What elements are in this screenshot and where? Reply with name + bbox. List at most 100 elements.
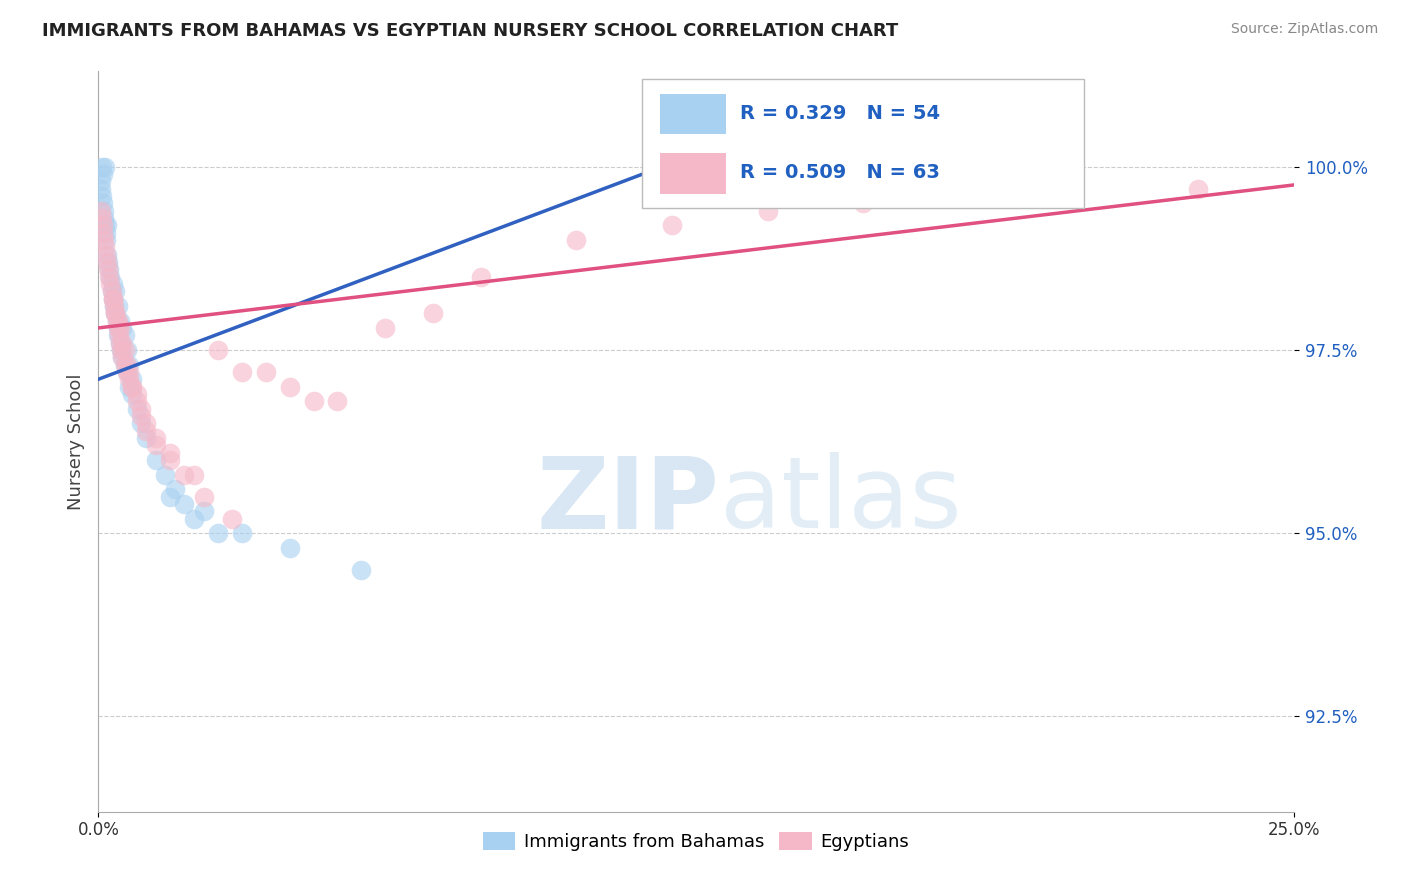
Point: [91, 219, 114, 233]
Point: [159, 490, 181, 504]
Point: [108, 321, 131, 335]
Point: [90, 189, 112, 203]
Point: [115, 343, 138, 357]
Point: [90, 181, 112, 195]
Point: [93, 233, 115, 247]
Point: [374, 321, 396, 335]
Point: [278, 541, 301, 555]
Point: [97, 255, 120, 269]
Point: [98, 269, 122, 284]
Point: [135, 416, 157, 430]
Point: [96, 219, 118, 233]
Point: [91, 160, 114, 174]
Point: [94, 233, 117, 247]
Text: Source: ZipAtlas.com: Source: ZipAtlas.com: [1230, 22, 1378, 37]
Point: [101, 277, 124, 291]
Point: [91, 167, 114, 181]
Point: [125, 394, 148, 409]
Point: [173, 497, 195, 511]
Point: [104, 285, 127, 299]
Legend: Immigrants from Bahamas, Egyptians: Immigrants from Bahamas, Egyptians: [475, 825, 917, 858]
Point: [207, 343, 229, 357]
Point: [131, 401, 153, 416]
Point: [110, 343, 132, 357]
Point: [115, 365, 138, 379]
Point: [114, 343, 136, 357]
Point: [159, 453, 181, 467]
Text: R = 0.509   N = 63: R = 0.509 N = 63: [740, 163, 941, 182]
Point: [97, 262, 120, 277]
Point: [108, 313, 131, 327]
Point: [111, 350, 134, 364]
Point: [118, 379, 141, 393]
Point: [101, 292, 124, 306]
Y-axis label: Nursery School: Nursery School: [66, 373, 84, 510]
Point: [121, 379, 143, 393]
FancyBboxPatch shape: [661, 94, 725, 135]
Point: [183, 467, 205, 482]
Point: [221, 511, 243, 525]
Point: [90, 174, 112, 188]
Point: [118, 365, 141, 379]
Point: [93, 203, 115, 218]
Point: [254, 365, 277, 379]
Point: [125, 387, 148, 401]
Point: [163, 482, 186, 496]
Point: [94, 219, 117, 233]
Point: [207, 526, 229, 541]
Point: [1187, 181, 1209, 195]
Point: [111, 321, 134, 335]
Point: [661, 219, 683, 233]
Point: [108, 335, 131, 350]
Point: [193, 490, 215, 504]
Point: [105, 313, 128, 327]
Point: [101, 285, 124, 299]
Point: [91, 226, 114, 240]
Point: [107, 299, 129, 313]
Point: [115, 365, 138, 379]
Point: [101, 285, 124, 299]
Point: [565, 233, 588, 247]
Point: [114, 358, 136, 372]
Point: [145, 438, 167, 452]
Point: [104, 306, 127, 320]
Point: [93, 160, 115, 174]
Point: [107, 328, 129, 343]
Point: [107, 313, 129, 327]
Point: [145, 453, 167, 467]
Point: [101, 292, 124, 306]
Point: [93, 211, 115, 225]
Point: [110, 343, 132, 357]
Point: [470, 269, 492, 284]
Point: [107, 321, 129, 335]
Point: [96, 247, 118, 261]
Point: [135, 431, 157, 445]
Point: [326, 394, 349, 409]
Point: [121, 372, 143, 386]
Point: [97, 262, 120, 277]
Point: [183, 511, 205, 525]
Point: [91, 196, 114, 211]
Point: [104, 306, 127, 320]
Point: [115, 358, 138, 372]
Point: [111, 335, 134, 350]
Point: [101, 292, 124, 306]
Point: [135, 424, 157, 438]
Point: [118, 372, 141, 386]
Point: [231, 365, 253, 379]
Point: [995, 189, 1018, 203]
Point: [155, 467, 177, 482]
Text: R = 0.329   N = 54: R = 0.329 N = 54: [740, 104, 941, 123]
Point: [94, 226, 117, 240]
Point: [111, 350, 134, 364]
Point: [94, 240, 117, 254]
Point: [756, 203, 779, 218]
Point: [145, 431, 167, 445]
Point: [302, 394, 325, 409]
Text: ZIP: ZIP: [537, 452, 720, 549]
Point: [121, 387, 143, 401]
Point: [105, 313, 128, 327]
Text: IMMIGRANTS FROM BAHAMAS VS EGYPTIAN NURSERY SCHOOL CORRELATION CHART: IMMIGRANTS FROM BAHAMAS VS EGYPTIAN NURS…: [42, 22, 898, 40]
FancyBboxPatch shape: [643, 78, 1084, 209]
Point: [104, 306, 127, 320]
